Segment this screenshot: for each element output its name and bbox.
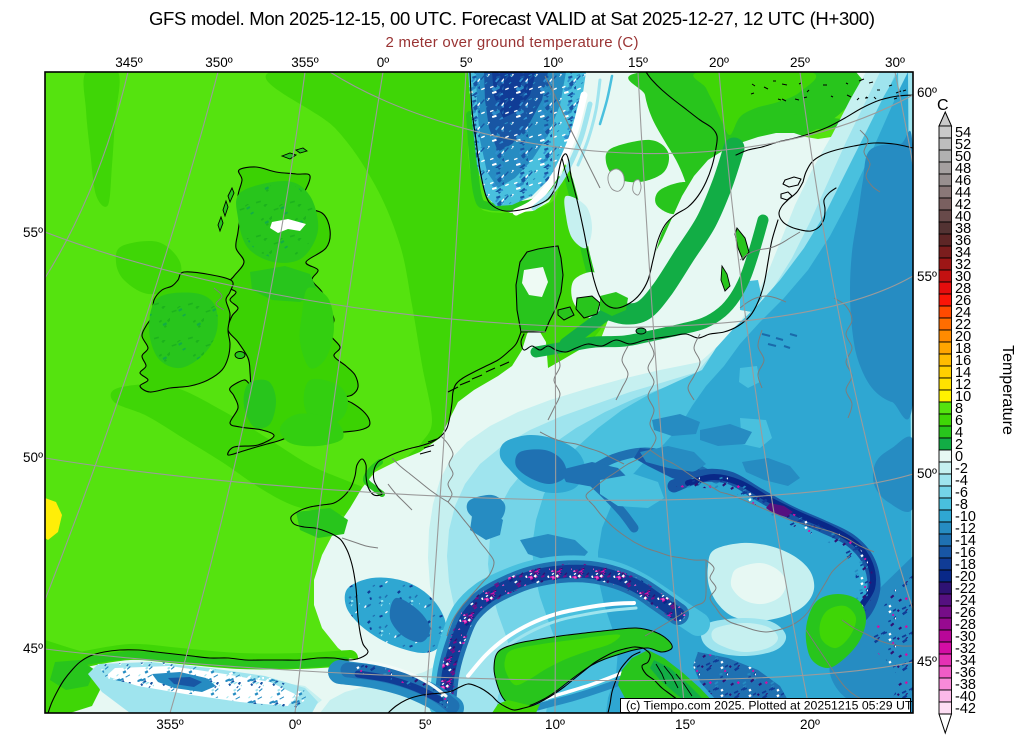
svg-text:-2: -2 xyxy=(955,461,968,477)
svg-text:0º: 0º xyxy=(377,55,390,70)
svg-text:-32: -32 xyxy=(955,641,976,657)
svg-text:-10: -10 xyxy=(955,509,976,525)
svg-text:40: 40 xyxy=(955,209,971,225)
svg-text:-24: -24 xyxy=(955,593,976,609)
svg-text:355º: 355º xyxy=(156,717,184,732)
svg-text:15º: 15º xyxy=(675,717,695,732)
svg-text:-34: -34 xyxy=(955,653,976,669)
svg-text:-36: -36 xyxy=(955,665,976,681)
svg-text:5º: 5º xyxy=(419,717,432,732)
svg-text:0º: 0º xyxy=(289,717,302,732)
svg-text:50º: 50º xyxy=(917,466,937,481)
svg-text:15º: 15º xyxy=(628,55,648,70)
svg-text:55º: 55º xyxy=(917,269,937,284)
svg-text:20º: 20º xyxy=(800,717,820,732)
svg-text:-8: -8 xyxy=(955,497,968,513)
svg-text:10º: 10º xyxy=(545,717,565,732)
svg-text:18: 18 xyxy=(955,341,971,357)
svg-text:-20: -20 xyxy=(955,569,976,585)
svg-text:-4: -4 xyxy=(955,473,968,489)
svg-text:50: 50 xyxy=(955,149,971,165)
svg-text:30º: 30º xyxy=(885,55,905,70)
svg-text:45º: 45º xyxy=(917,654,937,669)
svg-text:54: 54 xyxy=(955,125,971,141)
svg-text:46: 46 xyxy=(955,173,971,189)
svg-text:55º: 55º xyxy=(23,225,43,240)
svg-text:2: 2 xyxy=(955,437,963,453)
svg-text:45º: 45º xyxy=(23,641,43,656)
svg-text:22: 22 xyxy=(955,317,971,333)
svg-text:5º: 5º xyxy=(460,55,473,70)
svg-text:-42: -42 xyxy=(955,701,976,717)
svg-text:4: 4 xyxy=(955,425,963,441)
svg-text:355º: 355º xyxy=(291,55,319,70)
svg-text:16: 16 xyxy=(955,353,971,369)
svg-text:10: 10 xyxy=(955,389,971,405)
svg-text:14: 14 xyxy=(955,365,971,381)
svg-text:10º: 10º xyxy=(543,55,563,70)
svg-text:12: 12 xyxy=(955,377,971,393)
svg-text:-12: -12 xyxy=(955,521,976,537)
svg-text:-30: -30 xyxy=(955,629,976,645)
svg-text:24: 24 xyxy=(955,305,971,321)
svg-text:50º: 50º xyxy=(23,450,43,465)
svg-text:32: 32 xyxy=(955,257,971,273)
svg-text:20: 20 xyxy=(955,329,971,345)
svg-text:-38: -38 xyxy=(955,677,976,693)
svg-text:52: 52 xyxy=(955,137,971,153)
svg-text:-6: -6 xyxy=(955,485,968,501)
svg-text:26: 26 xyxy=(955,293,971,309)
svg-text:8: 8 xyxy=(955,401,963,417)
svg-text:350º: 350º xyxy=(205,55,233,70)
svg-text:-22: -22 xyxy=(955,581,976,597)
svg-text:345º: 345º xyxy=(115,55,143,70)
svg-text:-18: -18 xyxy=(955,557,976,573)
svg-text:25º: 25º xyxy=(790,55,810,70)
svg-text:Temperature: Temperature xyxy=(999,345,1016,435)
svg-text:60º: 60º xyxy=(917,85,937,100)
svg-text:6: 6 xyxy=(955,413,963,429)
svg-text:48: 48 xyxy=(955,161,971,177)
svg-text:-26: -26 xyxy=(955,605,976,621)
svg-text:C: C xyxy=(937,97,949,114)
svg-text:30: 30 xyxy=(955,269,971,285)
svg-text:44: 44 xyxy=(955,185,971,201)
svg-text:20º: 20º xyxy=(709,55,729,70)
svg-text:-14: -14 xyxy=(955,533,976,549)
svg-text:36: 36 xyxy=(955,233,971,249)
svg-text:0: 0 xyxy=(955,449,963,465)
svg-text:38: 38 xyxy=(955,221,971,237)
svg-text:2 meter over ground temperatur: 2 meter over ground temperature (C) xyxy=(386,34,639,51)
svg-text:-40: -40 xyxy=(955,689,976,705)
svg-text:-16: -16 xyxy=(955,545,976,561)
svg-text:34: 34 xyxy=(955,245,971,261)
svg-text:(c) Tiempo.com 2025. Plotted a: (c) Tiempo.com 2025. Plotted at 20251215… xyxy=(626,699,921,713)
svg-text:GFS model. Mon 2025-12-15, 00: GFS model. Mon 2025-12-15, 00 UTC. Forec… xyxy=(149,8,875,29)
svg-text:-28: -28 xyxy=(955,617,976,633)
svg-text:42: 42 xyxy=(955,197,971,213)
svg-text:28: 28 xyxy=(955,281,971,297)
